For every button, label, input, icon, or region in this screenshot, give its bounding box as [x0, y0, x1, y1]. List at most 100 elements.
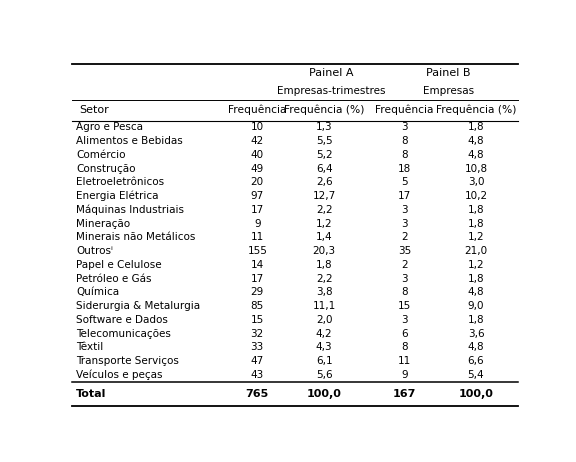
Text: 2,2: 2,2 — [316, 205, 332, 215]
Text: 5,2: 5,2 — [316, 150, 332, 160]
Text: 2: 2 — [401, 232, 408, 243]
Text: 8: 8 — [401, 150, 408, 160]
Text: 155: 155 — [247, 246, 267, 256]
Text: Energia Elétrica: Energia Elétrica — [76, 191, 158, 201]
Text: 35: 35 — [398, 246, 411, 256]
Text: 3: 3 — [401, 274, 408, 284]
Text: Frequência (%): Frequência (%) — [284, 105, 365, 116]
Text: 5,5: 5,5 — [316, 136, 332, 146]
Text: Mineração: Mineração — [76, 219, 130, 229]
Text: 6,1: 6,1 — [316, 356, 332, 366]
Text: 29: 29 — [251, 287, 264, 298]
Text: Petróleo e Gás: Petróleo e Gás — [76, 274, 151, 284]
Text: 1,8: 1,8 — [316, 260, 332, 270]
Text: 4,8: 4,8 — [468, 150, 484, 160]
Text: Software e Dados: Software e Dados — [76, 315, 168, 325]
Text: Setor: Setor — [79, 105, 109, 115]
Text: 8: 8 — [401, 136, 408, 146]
Text: 100,0: 100,0 — [307, 389, 342, 399]
Text: Minerais não Metálicos: Minerais não Metálicos — [76, 232, 195, 243]
Text: 1,8: 1,8 — [468, 315, 484, 325]
Text: 1,8: 1,8 — [468, 274, 484, 284]
Text: 20: 20 — [251, 177, 264, 188]
Text: 4,8: 4,8 — [468, 136, 484, 146]
Text: Alimentos e Bebidas: Alimentos e Bebidas — [76, 136, 183, 146]
Text: Transporte Serviços: Transporte Serviços — [76, 356, 179, 366]
Text: 42: 42 — [251, 136, 264, 146]
Text: 8: 8 — [401, 342, 408, 353]
Text: 2,0: 2,0 — [316, 315, 332, 325]
Text: 2,6: 2,6 — [316, 177, 332, 188]
Text: 1,2: 1,2 — [468, 232, 484, 243]
Text: Frequência (%): Frequência (%) — [436, 105, 516, 116]
Text: 1,8: 1,8 — [468, 122, 484, 133]
Text: Química: Química — [76, 287, 119, 298]
Text: 4,2: 4,2 — [316, 328, 332, 339]
Text: Total: Total — [76, 389, 107, 399]
Text: 2: 2 — [401, 260, 408, 270]
Text: Empresas: Empresas — [423, 85, 473, 96]
Text: 10,2: 10,2 — [464, 191, 487, 201]
Text: 3,6: 3,6 — [468, 328, 484, 339]
Text: 33: 33 — [251, 342, 264, 353]
Text: 49: 49 — [251, 164, 264, 174]
Text: 3: 3 — [401, 205, 408, 215]
Text: 3: 3 — [401, 315, 408, 325]
Text: 1,8: 1,8 — [468, 219, 484, 229]
Text: 11: 11 — [398, 356, 411, 366]
Text: 765: 765 — [245, 389, 269, 399]
Text: Agro e Pesca: Agro e Pesca — [76, 122, 143, 133]
Text: 167: 167 — [393, 389, 416, 399]
Text: 85: 85 — [251, 301, 264, 311]
Text: 1,2: 1,2 — [468, 260, 484, 270]
Text: 20,3: 20,3 — [313, 246, 336, 256]
Text: 4,8: 4,8 — [468, 287, 484, 298]
Text: 97: 97 — [251, 191, 264, 201]
Text: 3,0: 3,0 — [468, 177, 484, 188]
Text: 11,1: 11,1 — [313, 301, 336, 311]
Text: 6,4: 6,4 — [316, 164, 332, 174]
Text: Papel e Celulose: Papel e Celulose — [76, 260, 162, 270]
Text: 1,8: 1,8 — [468, 205, 484, 215]
Text: 9: 9 — [254, 219, 260, 229]
Text: Telecomunicações: Telecomunicações — [76, 328, 171, 339]
Text: 5,4: 5,4 — [468, 370, 484, 380]
Text: 10,8: 10,8 — [464, 164, 487, 174]
Text: Siderurgia & Metalurgia: Siderurgia & Metalurgia — [76, 301, 200, 311]
Text: 6,6: 6,6 — [468, 356, 484, 366]
Text: 47: 47 — [251, 356, 264, 366]
Text: 1,3: 1,3 — [316, 122, 332, 133]
Text: Máquinas Industriais: Máquinas Industriais — [76, 205, 184, 215]
Text: 14: 14 — [251, 260, 264, 270]
Text: 1,2: 1,2 — [316, 219, 332, 229]
Text: 9,0: 9,0 — [468, 301, 484, 311]
Text: 8: 8 — [401, 287, 408, 298]
Text: 2,2: 2,2 — [316, 274, 332, 284]
Text: Frequência: Frequência — [376, 105, 434, 116]
Text: 11: 11 — [251, 232, 264, 243]
Text: 18: 18 — [398, 164, 411, 174]
Text: 32: 32 — [251, 328, 264, 339]
Text: 5: 5 — [401, 177, 408, 188]
Text: 40: 40 — [251, 150, 264, 160]
Text: 4,8: 4,8 — [468, 342, 484, 353]
Text: 3: 3 — [401, 122, 408, 133]
Text: 15: 15 — [398, 301, 411, 311]
Text: 17: 17 — [251, 274, 264, 284]
Text: Veículos e peças: Veículos e peças — [76, 370, 162, 380]
Text: 17: 17 — [398, 191, 411, 201]
Text: 6: 6 — [401, 328, 408, 339]
Text: Painel A: Painel A — [309, 68, 353, 78]
Text: 4,3: 4,3 — [316, 342, 332, 353]
Text: 9: 9 — [401, 370, 408, 380]
Text: Outrosⁱ: Outrosⁱ — [76, 246, 113, 256]
Text: 3: 3 — [401, 219, 408, 229]
Text: Comércio: Comércio — [76, 150, 126, 160]
Text: 12,7: 12,7 — [313, 191, 336, 201]
Text: 15: 15 — [251, 315, 264, 325]
Text: 10: 10 — [251, 122, 264, 133]
Text: Eletroeletrônicos: Eletroeletrônicos — [76, 177, 164, 188]
Text: Painel B: Painel B — [426, 68, 471, 78]
Text: 100,0: 100,0 — [458, 389, 494, 399]
Text: 3,8: 3,8 — [316, 287, 332, 298]
